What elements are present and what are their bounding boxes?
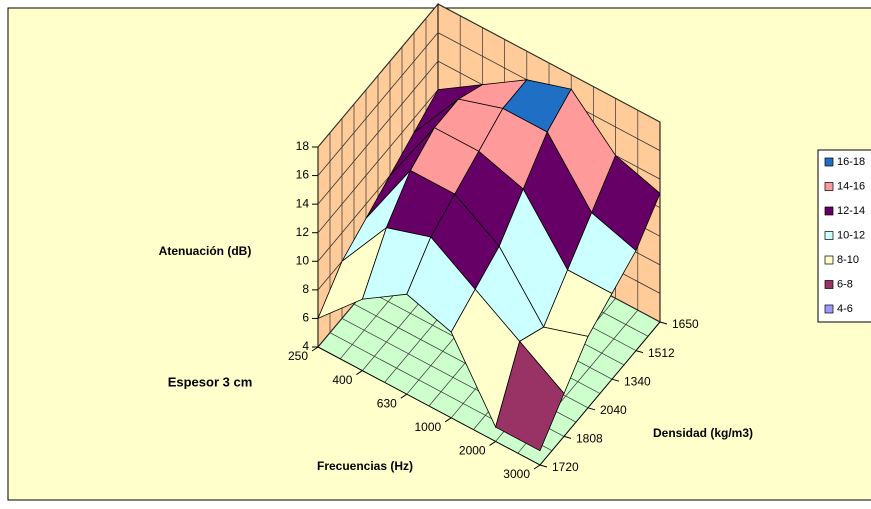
- legend-label: 14-16: [837, 180, 865, 192]
- y-tick-label: 2040: [600, 403, 627, 417]
- x-tick-label: 1000: [414, 420, 441, 434]
- legend-label: 12-14: [837, 205, 865, 217]
- y-tick-label: 1512: [648, 346, 675, 360]
- legend-swatch: [824, 231, 834, 240]
- y-tick: [659, 321, 668, 325]
- z-tick-label: 12: [296, 225, 310, 239]
- legend-label: 6-8: [837, 278, 853, 290]
- z-axis-title: Atenuación (dB): [159, 244, 252, 258]
- z-tick-label: 18: [296, 139, 310, 153]
- x-tick: [533, 464, 541, 470]
- legend-swatch: [824, 304, 834, 314]
- y-tick: [563, 435, 572, 439]
- x-tick: [311, 346, 319, 352]
- grid-line: [317, 3, 661, 148]
- z-tick-label: 16: [296, 168, 310, 182]
- x-tick-label: 2000: [459, 444, 486, 458]
- legend-swatch: [824, 206, 834, 216]
- x-tick: [444, 417, 452, 423]
- legend-label: 16-18: [837, 156, 865, 168]
- legend-swatch: [824, 157, 834, 167]
- legend-swatch: [824, 182, 834, 191]
- y-tick: [587, 407, 596, 411]
- surface-cell: [495, 340, 565, 452]
- z-tick-label: 14: [296, 196, 310, 210]
- y-axis-title: Densidad (kg/m3): [653, 426, 753, 440]
- legend-swatch: [824, 280, 834, 289]
- x-tick-label: 400: [332, 373, 352, 387]
- x-axis-title: Frecuencias (Hz): [317, 459, 413, 473]
- x-tick: [400, 393, 408, 399]
- z-tick-label: 4: [302, 339, 309, 353]
- z-tick-label: 6: [302, 311, 309, 325]
- y-tick-label: 1340: [624, 374, 651, 388]
- legend-label: 4-6: [837, 303, 853, 315]
- x-tick-label: 250: [288, 349, 308, 363]
- x-tick: [489, 440, 496, 446]
- legend-swatch: [824, 255, 834, 265]
- x-tick-label: 630: [377, 396, 397, 410]
- y-tick-label: 1720: [552, 460, 579, 474]
- x-tick-label: 3000: [503, 467, 530, 481]
- y-tick: [539, 464, 548, 468]
- y-tick-label: 1808: [576, 432, 603, 446]
- x-tick: [356, 370, 363, 376]
- legend-label: 10-12: [837, 229, 865, 241]
- z-tick-label: 8: [302, 282, 309, 296]
- plot: [311, 2, 668, 470]
- legend-label: 8-10: [837, 254, 859, 266]
- y-tick-label: 1650: [672, 317, 699, 331]
- z-tick-label: 10: [296, 253, 310, 267]
- y-tick: [635, 350, 644, 354]
- y-tick: [611, 378, 620, 382]
- annotation: Espesor 3 cm: [168, 374, 253, 389]
